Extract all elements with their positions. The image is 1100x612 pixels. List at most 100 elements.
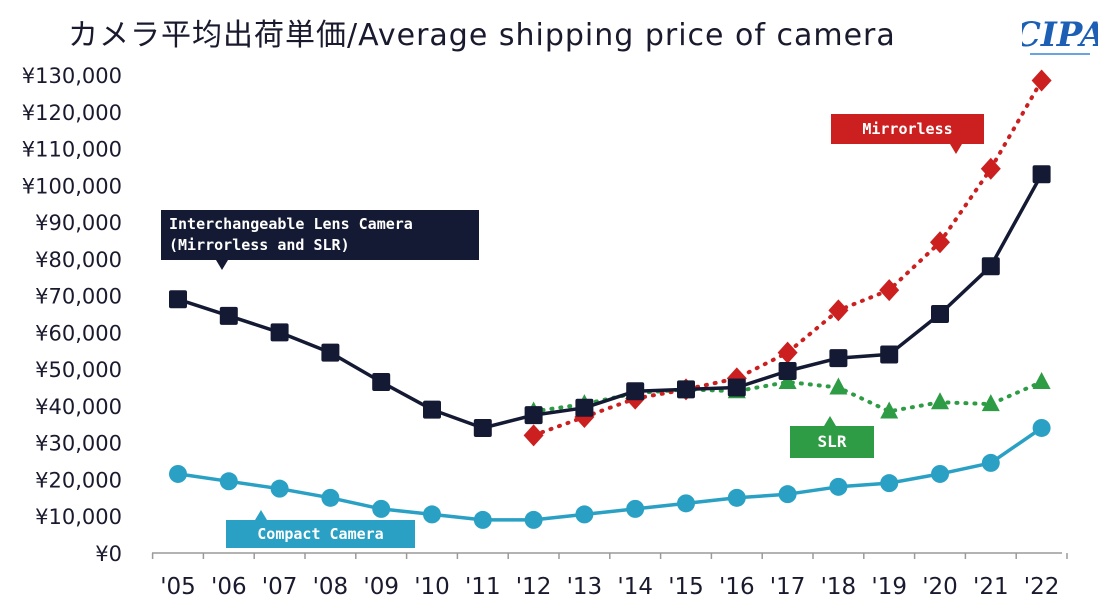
x-tick-label: '20 <box>922 574 958 600</box>
y-tick-label: ¥70,000 <box>35 285 122 309</box>
data-point-compact <box>321 488 340 507</box>
x-tick-label: '17 <box>770 574 806 600</box>
y-tick-label: ¥50,000 <box>35 358 122 382</box>
data-point-compact <box>880 474 899 493</box>
series-mirrorless <box>523 69 1052 447</box>
legend-label-ilc-line1: Interchangeable Lens Camera <box>169 215 413 233</box>
series-line-slr <box>531 380 1044 414</box>
data-point-ilc <box>575 398 594 417</box>
data-point-slr <box>931 392 949 410</box>
y-tick-label: ¥110,000 <box>22 138 122 162</box>
data-point-mirrorless <box>828 299 849 322</box>
data-point-ilc <box>219 306 238 325</box>
x-tick-label: '06 <box>211 574 247 600</box>
data-point-ilc <box>829 349 848 368</box>
y-tick-label: ¥120,000 <box>22 101 122 125</box>
x-tick-label: '15 <box>668 574 704 600</box>
data-point-ilc <box>321 343 340 362</box>
cipa-logo: CIPA <box>1022 15 1098 55</box>
x-tick-label: '19 <box>871 574 907 600</box>
data-point-mirrorless <box>930 231 950 254</box>
legend-label-ilc: Interchangeable Lens Camera (Mirrorless … <box>161 210 479 260</box>
x-tick-label: '22 <box>1024 574 1060 600</box>
data-point-ilc <box>270 323 289 342</box>
data-point-compact <box>270 479 289 498</box>
y-tick-label: ¥60,000 <box>35 321 122 345</box>
y-tick-label: ¥30,000 <box>35 432 122 456</box>
data-point-ilc <box>169 290 187 309</box>
data-point-ilc <box>1032 165 1051 184</box>
legend-label-ilc-pointer <box>216 260 228 270</box>
y-tick-label: ¥100,000 <box>22 174 122 198</box>
data-point-ilc <box>677 380 695 399</box>
series-line-compact <box>176 426 1044 522</box>
data-point-compact <box>473 510 492 529</box>
svg-text:CIPA: CIPA <box>1022 15 1098 55</box>
y-tick-label: ¥80,000 <box>35 248 122 272</box>
series-compact <box>169 418 1051 529</box>
data-point-mirrorless <box>879 279 900 302</box>
data-point-ilc <box>931 305 949 323</box>
legend-label-compact: Compact Camera <box>226 520 415 548</box>
data-point-ilc <box>880 345 899 364</box>
data-point-compact <box>219 472 238 491</box>
data-point-ilc <box>727 378 746 397</box>
data-point-ilc <box>524 406 543 425</box>
data-point-compact <box>626 499 645 518</box>
data-point-slr <box>981 394 1000 412</box>
legend-label-slr-pointer <box>824 416 836 426</box>
x-tick-label: '07 <box>262 574 298 600</box>
x-tick-label: '12 <box>516 574 552 600</box>
data-point-compact <box>778 485 797 504</box>
data-point-ilc <box>473 418 492 437</box>
x-tick-label: '14 <box>617 574 653 600</box>
legend-label-mirrorless: Mirrorless <box>831 114 984 144</box>
y-tick-label: ¥0 <box>95 542 122 566</box>
data-point-compact <box>372 499 391 518</box>
y-tick-label: ¥20,000 <box>35 468 122 492</box>
x-tick-label: '08 <box>313 574 349 600</box>
x-axis: '05 '06 '07 '08 '09 '10 '11 '12 '13 '14 '15 '16 '17 '… <box>151 552 1068 600</box>
x-tick-label: '18 <box>821 574 857 600</box>
data-point-compact <box>981 453 1000 472</box>
x-tick-label: '09 <box>363 574 399 600</box>
data-point-ilc <box>778 361 797 380</box>
data-point-mirrorless <box>1031 69 1052 92</box>
data-point-compact <box>423 505 441 524</box>
data-point-slr <box>1032 372 1051 390</box>
y-tick-label: ¥90,000 <box>35 211 122 235</box>
data-point-compact <box>575 505 594 524</box>
y-tick-label: ¥10,000 <box>35 505 122 529</box>
data-point-mirrorless <box>980 157 1001 180</box>
x-tick-label: '13 <box>567 574 603 600</box>
x-tick-label: '05 <box>160 574 196 600</box>
y-tick-label: ¥40,000 <box>35 395 122 419</box>
data-point-compact <box>169 464 187 483</box>
data-point-ilc <box>372 373 391 392</box>
data-point-compact <box>1032 418 1051 437</box>
series-layer <box>169 69 1052 529</box>
data-point-ilc <box>423 400 441 419</box>
x-tick-label: '16 <box>719 574 755 600</box>
x-tick-label: '10 <box>414 574 450 600</box>
data-point-compact <box>677 494 695 513</box>
data-point-mirrorless <box>777 341 798 364</box>
data-point-compact <box>727 488 746 507</box>
legend-label-compact-pointer <box>255 510 267 520</box>
legend-label-slr: SLR <box>790 426 874 458</box>
chart-title: カメラ平均出荷単価/Average shipping price of came… <box>68 18 896 53</box>
data-point-compact <box>524 510 543 529</box>
data-point-slr <box>880 401 899 419</box>
data-point-compact <box>931 464 949 483</box>
y-axis: ¥0 ¥10,000 ¥20,000 ¥30,000 ¥40,000 ¥50,000 ¥60… <box>22 64 122 566</box>
data-point-ilc <box>626 382 645 401</box>
series-ilc <box>169 165 1051 437</box>
legend-label-mirrorless-pointer <box>950 144 962 154</box>
data-point-ilc <box>981 257 1000 276</box>
y-tick-label: ¥130,000 <box>22 64 122 88</box>
data-point-slr <box>829 377 848 395</box>
legend-label-ilc-line2: (Mirrorless and SLR) <box>169 236 350 254</box>
x-tick-label: '21 <box>973 574 1009 600</box>
x-tick-label: '11 <box>465 574 501 600</box>
